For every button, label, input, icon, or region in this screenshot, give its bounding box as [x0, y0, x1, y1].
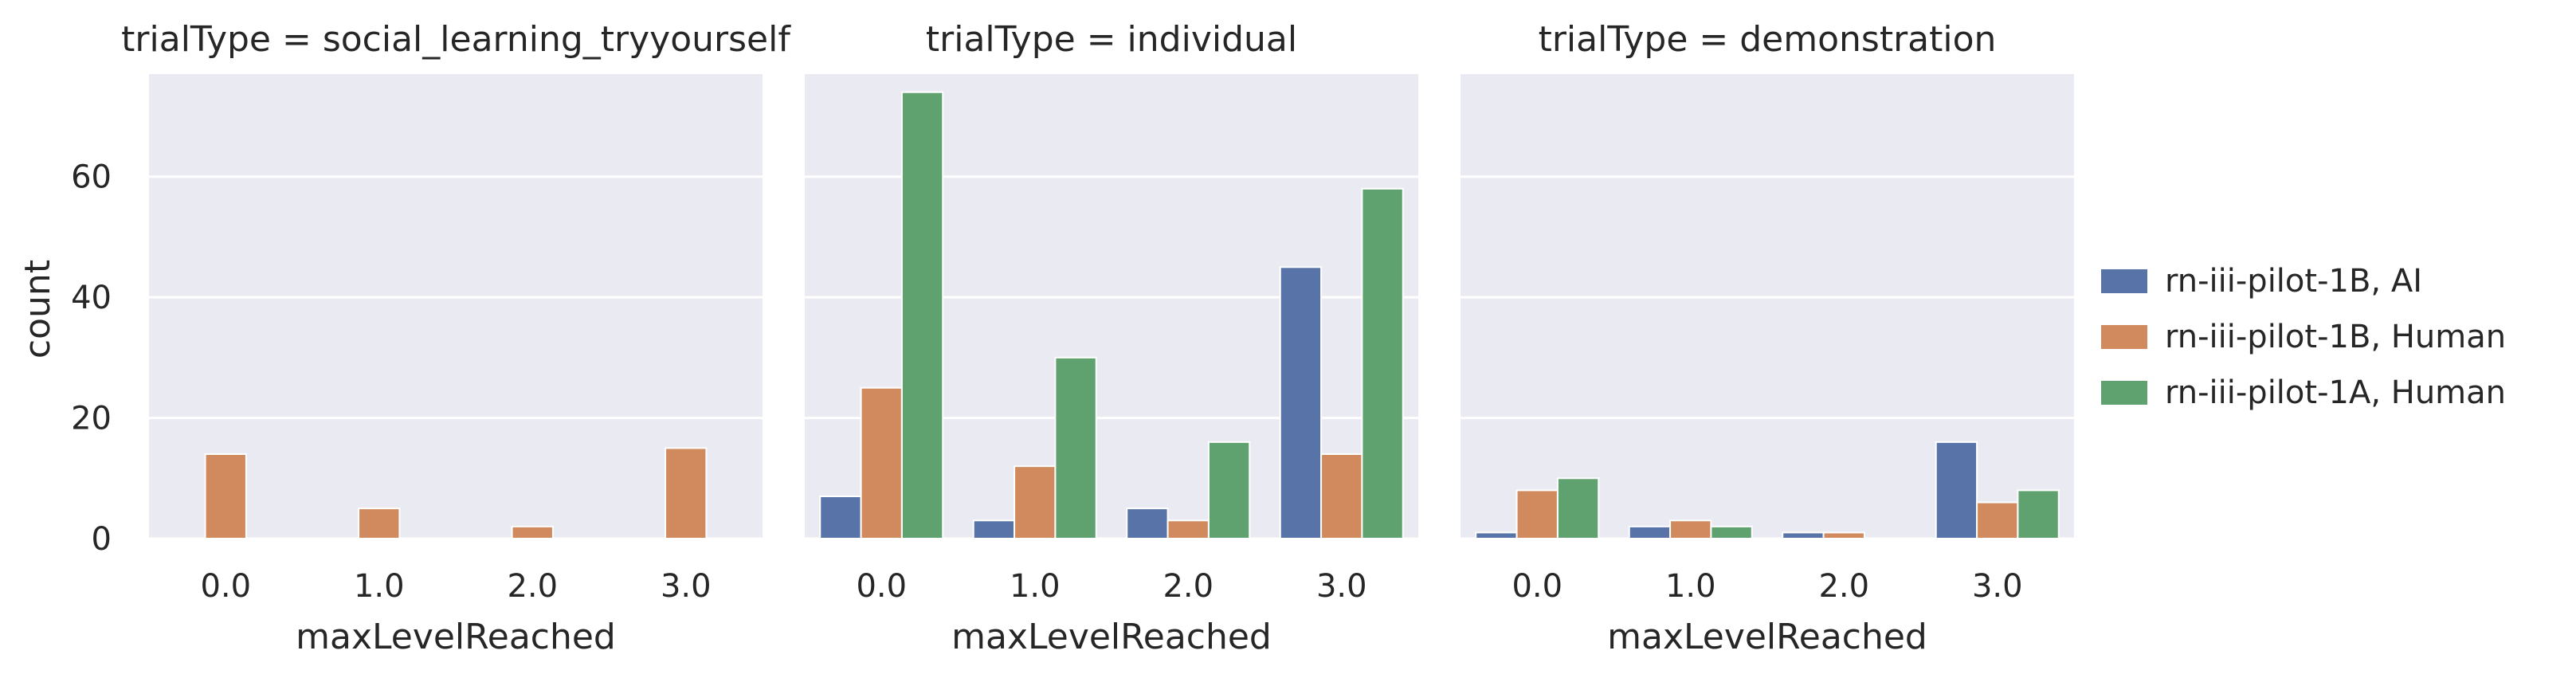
x-tick-label-1-2: 2.0	[1163, 568, 1214, 605]
x-tick-label-0-2: 2.0	[507, 568, 558, 605]
panel-background-0	[149, 74, 763, 539]
bar-1-1-2	[1166, 519, 1210, 539]
bar-2-2-1	[1710, 525, 1753, 539]
panel-title-2: trialType = demonstration	[1539, 19, 1997, 60]
x-tick-label-2-1: 1.0	[1665, 568, 1716, 605]
x-tick-label-0-1: 1.0	[354, 568, 405, 605]
y-axis-label: count	[18, 260, 58, 359]
bar-1-2-3	[1361, 187, 1404, 539]
bar-1-1-0	[860, 386, 903, 540]
bar-1-0-3	[1279, 266, 1323, 539]
panel-background-2	[1461, 74, 2074, 539]
bar-1-0-0	[819, 496, 862, 539]
x-tick-label-1-0: 0.0	[856, 568, 907, 605]
panel-0: trialType = social_learning_tryyourselfm…	[71, 19, 791, 657]
x-tick-label-0-3: 3.0	[661, 568, 712, 605]
bar-1-2-1	[1054, 356, 1097, 539]
bar-2-0-2	[1782, 531, 1825, 540]
bar-2-1-0	[1515, 489, 1559, 540]
bar-0-1-3	[665, 447, 708, 540]
legend-label-1: rn-iii-pilot-1B, Human	[2165, 319, 2506, 355]
legend-swatch-2	[2101, 381, 2147, 405]
bar-0-1-1	[358, 508, 401, 540]
bar-1-2-2	[1207, 441, 1251, 539]
bar-1-1-1	[1014, 465, 1057, 540]
panel-2: trialType = demonstration maxLevelReached…	[1461, 19, 2074, 657]
panels-layer: trialType = social_learning_tryyourselfm…	[71, 19, 2074, 657]
bar-1-0-2	[1126, 508, 1169, 540]
bar-0-1-0	[204, 453, 247, 539]
panel-title-1: trialType = individual	[926, 19, 1297, 60]
legend-swatch-0	[2101, 269, 2147, 293]
bar-2-2-0	[1556, 477, 1600, 539]
y-tick-label-0: 0	[92, 521, 112, 558]
bar-1-0-1	[972, 519, 1016, 539]
bar-2-0-3	[1935, 441, 1978, 539]
x-tick-label-1-1: 1.0	[1010, 568, 1061, 605]
y-tick-label-3: 60	[71, 159, 112, 196]
x-tick-label-0-0: 0.0	[200, 568, 251, 605]
panel-1: trialType = individual maxLevelReached 0.0…	[805, 19, 1418, 657]
y-tick-label-2: 40	[71, 280, 112, 316]
x-tick-label-2-3: 3.0	[1972, 568, 2023, 605]
x-tick-label-1-3: 3.0	[1316, 568, 1367, 605]
bar-1-1-3	[1320, 453, 1363, 539]
bar-2-1-3	[1976, 501, 2019, 539]
legend-label-0: rn-iii-pilot-1B, AI	[2165, 263, 2422, 300]
x-axis-label-1: maxLevelReached	[951, 617, 1272, 657]
bar-2-1-2	[1822, 531, 1865, 540]
x-axis-label-2: maxLevelReached	[1607, 617, 1927, 657]
x-axis-label-0: maxLevelReached	[296, 617, 616, 657]
legend-label-2: rn-iii-pilot-1A, Human	[2165, 374, 2506, 411]
bar-2-0-1	[1628, 525, 1672, 539]
y-tick-label-1: 20	[71, 401, 112, 437]
bar-2-0-0	[1475, 531, 1518, 540]
legend-swatch-1	[2101, 325, 2147, 349]
bar-1-2-0	[900, 91, 944, 539]
x-tick-label-2-0: 0.0	[1511, 568, 1562, 605]
bar-2-2-3	[2017, 489, 2060, 540]
legend: rn-iii-pilot-1B, AI rn-iii-pilot-1B, Hum…	[2101, 263, 2506, 411]
x-tick-label-2-2: 2.0	[1818, 568, 1869, 605]
panel-title-0: trialType = social_learning_tryyourself	[121, 19, 791, 60]
bar-0-1-2	[511, 525, 554, 539]
bar-2-1-1	[1669, 519, 1712, 539]
